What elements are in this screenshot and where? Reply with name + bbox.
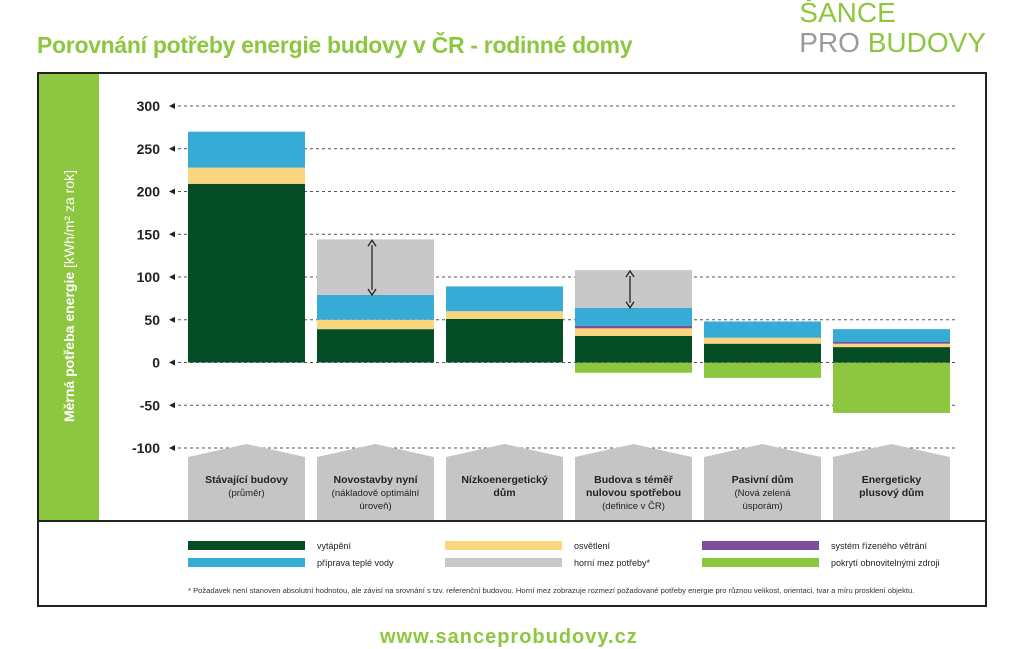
category-sublabel: úsporám) [742, 501, 782, 512]
y-tick-label: -50 [140, 397, 160, 413]
bar-segment-tepla_voda [575, 307, 692, 326]
bar-segment-vytapeni [446, 318, 563, 363]
tick-arrow [169, 445, 175, 451]
y-tick-label: 300 [137, 98, 161, 114]
y-tick-label: 250 [137, 141, 161, 157]
category-box [833, 444, 950, 520]
category-sublabel: (průměr) [228, 488, 264, 499]
y-axis-label-bold: Měrná potřeba energie [61, 272, 77, 422]
bar-segment-horni_mez [317, 239, 434, 295]
legend-label-ventilace: systém řízeného větrání [831, 541, 928, 551]
category-box [446, 444, 563, 520]
logo-budovy: BUDOVY [867, 27, 986, 58]
tick-arrow [169, 231, 175, 238]
tick-arrow [169, 402, 175, 409]
legend-swatch-obnovitelne [702, 558, 819, 567]
bar-segment-tepla_voda [833, 329, 950, 342]
legend-label-osvetleni: osvětlení [574, 541, 611, 551]
bar-segment-obnovitelne [575, 362, 692, 373]
category-label: Novostavby nyní [333, 474, 418, 486]
legend-label-vytapeni: vytápění [317, 541, 352, 551]
category-box [317, 444, 434, 520]
category-label: Stávající budovy [205, 474, 288, 486]
y-tick-label: 200 [137, 184, 161, 200]
bar-segment-obnovitelne [833, 362, 950, 413]
bar-segment-ventilace [575, 325, 692, 329]
bar-segment-vytapeni [317, 329, 434, 363]
bar-segment-vytapeni [833, 347, 950, 363]
tick-arrow [169, 359, 175, 366]
legend-label-horni_mez: horní mez potřeby* [574, 558, 651, 568]
y-axis-label-unit: [kWh/m² za rok] [61, 170, 77, 272]
y-axis-sidebar [37, 72, 99, 522]
category-label: Pasivní dům [732, 474, 794, 486]
range-arrow-head [367, 239, 377, 247]
tick-arrow [169, 188, 175, 195]
bar-segment-vytapeni [575, 335, 692, 363]
category-sublabel: (nákladově optimální [332, 488, 420, 499]
category-box [575, 444, 692, 520]
tick-arrow [169, 274, 175, 280]
category-sublabel: (definice v ČR) [602, 501, 665, 512]
range-arrow-head [625, 269, 635, 278]
legend-swatch-horni_mez [445, 558, 562, 567]
bar-segment-osvetleni [317, 319, 434, 330]
category-label: Budova s téměř [594, 474, 674, 486]
bar-segment-tepla_voda [317, 294, 434, 320]
legend-swatch-tepla_voda [188, 558, 305, 567]
bar-segment-tepla_voda [446, 286, 563, 312]
bar-segment-osvetleni [188, 167, 305, 184]
category-label: nulovou spotřebou [586, 487, 681, 499]
legend-swatch-ventilace [702, 541, 819, 550]
bar-segment-osvetleni [575, 328, 692, 336]
bar-segment-ventilace [833, 341, 950, 344]
y-tick-label: 50 [144, 312, 160, 328]
logo-line2: PRO BUDOVY [799, 28, 986, 58]
bar-segment-vytapeni [704, 343, 821, 363]
bar-segment-osvetleni [704, 337, 821, 344]
legend-swatch-vytapeni [188, 541, 305, 550]
tick-arrow [169, 316, 175, 323]
bar-segment-tepla_voda [188, 131, 305, 168]
chart-frame [37, 72, 987, 607]
bar-segment-osvetleni [833, 343, 950, 348]
y-tick-label: -100 [132, 440, 160, 456]
category-label: dům [493, 487, 515, 499]
legend-divider [37, 520, 987, 522]
y-tick-label: 100 [137, 269, 161, 285]
footnote: * Požadavek není stanoven absolutní hodn… [188, 586, 914, 595]
y-tick-label: 0 [152, 355, 160, 371]
bar-segment-obnovitelne [704, 362, 821, 378]
legend-swatch-osvetleni [445, 541, 562, 550]
bar-segment-vytapeni [188, 183, 305, 363]
range-arrow-head [625, 301, 635, 309]
y-axis-label: Měrná potřeba energie [kWh/m² za rok] [61, 170, 77, 422]
category-sublabel: úroveň) [359, 501, 391, 512]
category-box [188, 444, 305, 520]
category-sublabel: (Nová zelená [735, 488, 792, 499]
legend-label-tepla_voda: příprava teplé vody [317, 558, 394, 568]
bar-segment-osvetleni [446, 311, 563, 319]
range-arrow-head [367, 288, 377, 297]
tick-arrow [169, 145, 175, 152]
bar-segment-tepla_voda [704, 321, 821, 338]
category-label: Nízkoenergetický [461, 474, 548, 486]
footer-url: www.sanceprobudovy.cz [380, 626, 638, 648]
y-tick-label: 150 [137, 226, 161, 242]
logo-pro: PRO [799, 27, 860, 58]
logo: ŠANCE PRO BUDOVY [799, 0, 986, 58]
category-label: Energeticky [862, 474, 922, 486]
tick-arrow [169, 103, 175, 109]
page-title: Porovnání potřeby energie budovy v ČR - … [37, 32, 633, 58]
logo-line1: ŠANCE [799, 0, 896, 28]
category-box [704, 444, 821, 520]
legend-label-obnovitelne: pokrytí obnovitelnými zdroji [831, 558, 940, 568]
category-label: plusový dům [859, 487, 924, 499]
